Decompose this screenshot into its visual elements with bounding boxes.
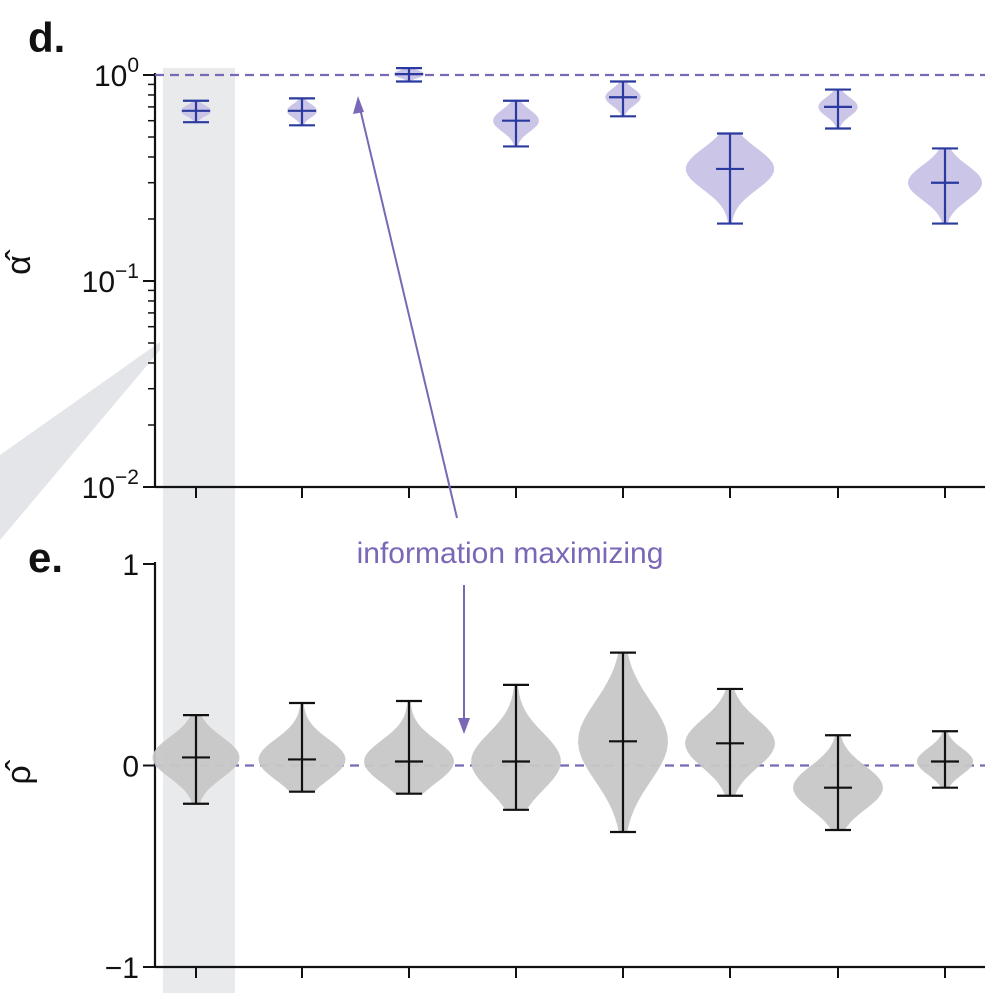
annotation: information maximizing <box>353 96 663 734</box>
panel-label: d. <box>28 14 65 61</box>
violin-7 <box>793 734 883 832</box>
violin-6 <box>684 687 776 797</box>
violin-4 <box>493 99 539 148</box>
annotation-arrow-up <box>357 99 458 519</box>
y-tick-label: 1 <box>122 549 139 582</box>
y-tick-label: 0 <box>122 751 139 784</box>
y-tick-label: 10−1 <box>82 260 139 299</box>
y-axis-label: α̂ <box>0 249 38 275</box>
y-tick-label: 100 <box>94 54 139 93</box>
panel-d: d. α̂ 10−2 10−1 100 <box>0 14 985 505</box>
y-tick-label: 10−2 <box>82 466 139 505</box>
y-tick-label: −1 <box>105 952 139 985</box>
violin-6 <box>685 132 775 225</box>
violin-3 <box>393 67 425 83</box>
violin-8 <box>907 147 983 225</box>
panel-label: e. <box>28 534 63 581</box>
zoom-wedge <box>0 342 160 540</box>
annotation-text: information maximizing <box>357 537 664 570</box>
highlight-band <box>163 68 235 993</box>
violin-1 <box>180 99 212 124</box>
violin-4 <box>471 683 561 811</box>
violin-3 <box>364 699 454 795</box>
violin-8 <box>916 730 974 789</box>
violin-5 <box>605 80 641 118</box>
annotation-arrowhead-up <box>353 96 364 114</box>
violin-7 <box>818 88 858 130</box>
annotation-arrowhead-down <box>458 718 470 734</box>
panel-e: e. ρ̂ −1 0 1 <box>0 534 985 985</box>
violin-5 <box>577 651 669 834</box>
violin-2 <box>258 701 346 793</box>
y-axis-label: ρ̂ <box>0 759 38 784</box>
violin-1 <box>152 714 240 805</box>
violin-2 <box>286 97 318 127</box>
